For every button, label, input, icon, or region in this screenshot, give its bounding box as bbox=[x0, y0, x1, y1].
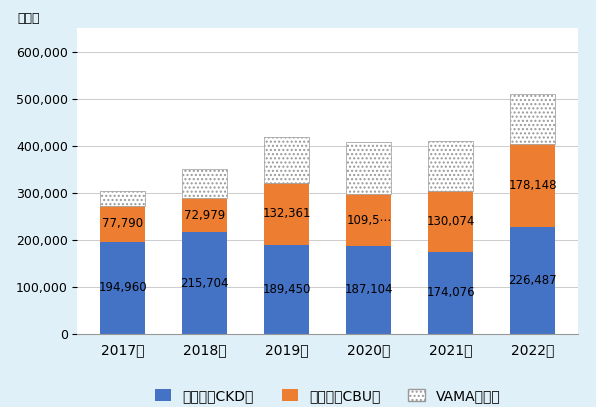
Text: 132,361: 132,361 bbox=[263, 207, 311, 220]
Bar bbox=[346, 246, 392, 334]
Text: （台）: （台） bbox=[17, 13, 40, 25]
Bar bbox=[346, 142, 392, 195]
Text: 130,074: 130,074 bbox=[427, 215, 475, 228]
Text: 178,148: 178,148 bbox=[508, 179, 557, 192]
Bar bbox=[346, 195, 392, 246]
Bar bbox=[510, 94, 555, 144]
Bar bbox=[510, 144, 555, 228]
Text: 174,076: 174,076 bbox=[427, 287, 475, 300]
Bar bbox=[100, 242, 145, 334]
Bar bbox=[182, 169, 227, 198]
Bar bbox=[100, 190, 145, 206]
Bar bbox=[264, 183, 309, 245]
Bar bbox=[510, 228, 555, 334]
Bar bbox=[264, 136, 309, 183]
Legend: 国産車（CKD）, 輸入車（CBU）, VAMA公表外: 国産車（CKD）, 輸入車（CBU）, VAMA公表外 bbox=[149, 383, 507, 407]
Text: 77,790: 77,790 bbox=[103, 217, 144, 230]
Bar bbox=[182, 198, 227, 232]
Text: 109,5⋯: 109,5⋯ bbox=[346, 214, 392, 227]
Bar bbox=[264, 245, 309, 334]
Text: 226,487: 226,487 bbox=[508, 274, 557, 287]
Text: 189,450: 189,450 bbox=[263, 283, 311, 296]
Text: 72,979: 72,979 bbox=[184, 209, 225, 222]
Bar bbox=[429, 252, 473, 334]
Bar bbox=[429, 141, 473, 191]
Text: 215,704: 215,704 bbox=[181, 277, 229, 290]
Text: 187,104: 187,104 bbox=[344, 283, 393, 296]
Bar bbox=[100, 206, 145, 242]
Bar bbox=[429, 191, 473, 252]
Bar bbox=[182, 232, 227, 334]
Text: 194,960: 194,960 bbox=[98, 282, 147, 294]
